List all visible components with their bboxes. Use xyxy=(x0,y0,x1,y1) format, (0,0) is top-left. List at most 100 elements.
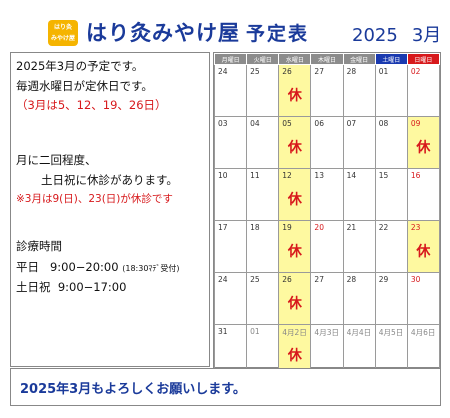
calendar-day-cell: 18 xyxy=(246,220,280,273)
day-number: 29 xyxy=(378,275,389,284)
calendar-day-cell: 11 xyxy=(246,168,280,221)
day-number: 22 xyxy=(378,223,389,232)
calendar-week-row: 10 11 12 休 13 14 15 16 xyxy=(213,168,441,221)
day-number: 18 xyxy=(250,223,260,232)
day-number: 13 xyxy=(314,171,324,180)
day-number: 10 xyxy=(218,171,228,180)
calendar-day-cell: 13 xyxy=(310,168,344,221)
header: はり灸 みやけ屋 はり灸みやけ屋 予定表 2025 3月 xyxy=(0,0,450,52)
calendar-day-cell: 26 休 xyxy=(278,64,312,117)
calendar-day-cell: 30 xyxy=(406,272,441,325)
calendar-day-cell: 28 xyxy=(342,272,376,325)
calendar-day-cell: 25 xyxy=(246,272,280,325)
page-title: 予定表 xyxy=(246,23,310,45)
calendar-week-row: 17 18 19 休 20 21 22 23 休 xyxy=(213,220,441,273)
footer-message: 2025年3月もよろしくお願いします。 xyxy=(20,382,246,397)
hours-title: 診療時間 xyxy=(16,239,62,253)
day-number: 4月5日 xyxy=(378,328,404,337)
calendar-day-cell: 20 xyxy=(310,220,344,273)
calendar-day-cell: 27 xyxy=(310,64,344,117)
calendar-day-cell: 24 xyxy=(213,64,248,117)
day-number: 4月2日 xyxy=(282,328,307,337)
day-number: 26 xyxy=(282,275,292,284)
calendar-day-cell: 06 xyxy=(310,116,344,169)
logo-text-1: はり灸 xyxy=(53,24,72,31)
day-number: 24 xyxy=(218,275,228,284)
weekday-label: 平日 xyxy=(16,260,39,274)
weekend-hours: 土日祝 9:00−17:00 xyxy=(16,279,126,295)
weekend-time: 9:00−17:00 xyxy=(57,280,127,294)
day-number: 11 xyxy=(250,171,260,180)
calendar-day-cell: 19 休 xyxy=(278,220,312,273)
weekend-label: 土日祝 xyxy=(16,280,51,294)
month: 3月 xyxy=(411,25,442,46)
closed-mark: 休 xyxy=(287,88,302,104)
day-number: 19 xyxy=(282,223,292,232)
day-number: 21 xyxy=(346,223,357,232)
day-number: 28 xyxy=(346,67,357,76)
day-number: 4月4日 xyxy=(346,328,372,337)
calendar-day-cell: 22 xyxy=(374,220,408,273)
day-number: 25 xyxy=(250,275,260,284)
day-number: 12 xyxy=(282,171,292,180)
weekday-header-row: 月曜日 火曜日 水曜日 木曜日 金曜日 土曜日 日曜日 xyxy=(213,53,441,65)
calendar-day-cell: 12 休 xyxy=(278,168,312,221)
weekday-header: 日曜日 xyxy=(406,53,441,65)
shop-name: はり灸みやけ屋 xyxy=(86,21,240,45)
calendar-week-row: 24 25 26 休 27 28 01 02 xyxy=(213,64,441,117)
info-line-5: 土日祝に休診があります。 xyxy=(41,173,178,187)
day-number: 06 xyxy=(314,119,324,128)
closed-mark: 休 xyxy=(287,348,302,364)
day-number: 23 xyxy=(410,223,421,232)
calendar-week-row: 03 04 05 休 06 07 08 09 休 xyxy=(213,116,441,169)
calendar-day-cell: 01 xyxy=(374,64,408,117)
day-number: 01 xyxy=(250,327,260,336)
day-number: 4月3日 xyxy=(314,328,339,337)
weekday-time: 9:00−20:00 xyxy=(49,260,119,274)
day-number: 05 xyxy=(282,119,292,128)
calendar-day-cell: 25 xyxy=(246,64,280,117)
weekday-hours: 平日 9:00−20:00 (18:30ﾏﾃﾞ受付) xyxy=(16,259,180,275)
calendar-day-cell: 21 xyxy=(342,220,376,273)
weekday-header: 土曜日 xyxy=(374,53,408,65)
weekday-note: (18:30ﾏﾃﾞ受付) xyxy=(122,264,180,273)
calendar-day-cell: 05 休 xyxy=(278,116,312,169)
calendar-body: 24 25 26 休 27 28 01 02 03 04 05 休 06 07 08 09 休 10 11 12 休 13… xyxy=(213,64,441,377)
calendar-day-cell: 23 休 xyxy=(406,220,441,273)
calendar-week-row: 24 25 26 休 27 28 29 30 xyxy=(213,272,441,325)
calendar-day-cell: 24 xyxy=(213,272,248,325)
weekday-header: 火曜日 xyxy=(246,53,280,65)
day-number: 07 xyxy=(346,119,357,128)
day-number: 02 xyxy=(410,67,421,76)
calendar-grid: 月曜日 火曜日 水曜日 木曜日 金曜日 土曜日 日曜日 24 25 26 休 27 28 01 02 03 0… xyxy=(213,53,441,377)
weekday-header: 金曜日 xyxy=(342,53,376,65)
calendar-day-cell: 17 xyxy=(213,220,248,273)
info-panel: 2025年3月の予定です。 毎週水曜日が定休日です。 （3月は5、12、19、2… xyxy=(10,52,210,367)
weekday-header: 木曜日 xyxy=(310,53,344,65)
year-month: 2025 3月 xyxy=(352,21,441,47)
info-line-2: 毎週水曜日が定休日です。 xyxy=(16,79,153,93)
closed-mark: 休 xyxy=(287,244,302,260)
info-line-1: 2025年3月の予定です。 xyxy=(16,59,144,73)
calendar-day-cell: 29 xyxy=(374,272,408,325)
info-line-3: （3月は5、12、19、26日） xyxy=(16,98,167,112)
info-line-4: 月に二回程度、 xyxy=(16,153,97,167)
day-number: 4月6日 xyxy=(410,328,436,337)
day-number: 24 xyxy=(218,67,228,76)
day-number: 27 xyxy=(314,67,324,76)
weekday-header: 月曜日 xyxy=(213,53,248,65)
closed-mark: 休 xyxy=(416,140,431,156)
calendar-day-cell: 08 xyxy=(374,116,408,169)
calendar-day-cell: 28 xyxy=(342,64,376,117)
logo-text-2: みやけ屋 xyxy=(50,35,75,42)
info-line-6: ※3月は9(日)、23(日)が休診です xyxy=(16,193,173,205)
calendar-day-cell: 15 xyxy=(374,168,408,221)
day-number: 03 xyxy=(218,119,228,128)
calendar: 月曜日 火曜日 水曜日 木曜日 金曜日 土曜日 日曜日 24 25 26 休 27 28 01 02 03 0… xyxy=(213,52,441,377)
calendar-day-cell: 16 xyxy=(406,168,441,221)
day-number: 31 xyxy=(218,327,228,336)
day-number: 14 xyxy=(346,171,357,180)
day-number: 20 xyxy=(314,223,324,232)
shop-logo: はり灸 みやけ屋 xyxy=(48,20,78,46)
day-number: 26 xyxy=(282,67,292,76)
